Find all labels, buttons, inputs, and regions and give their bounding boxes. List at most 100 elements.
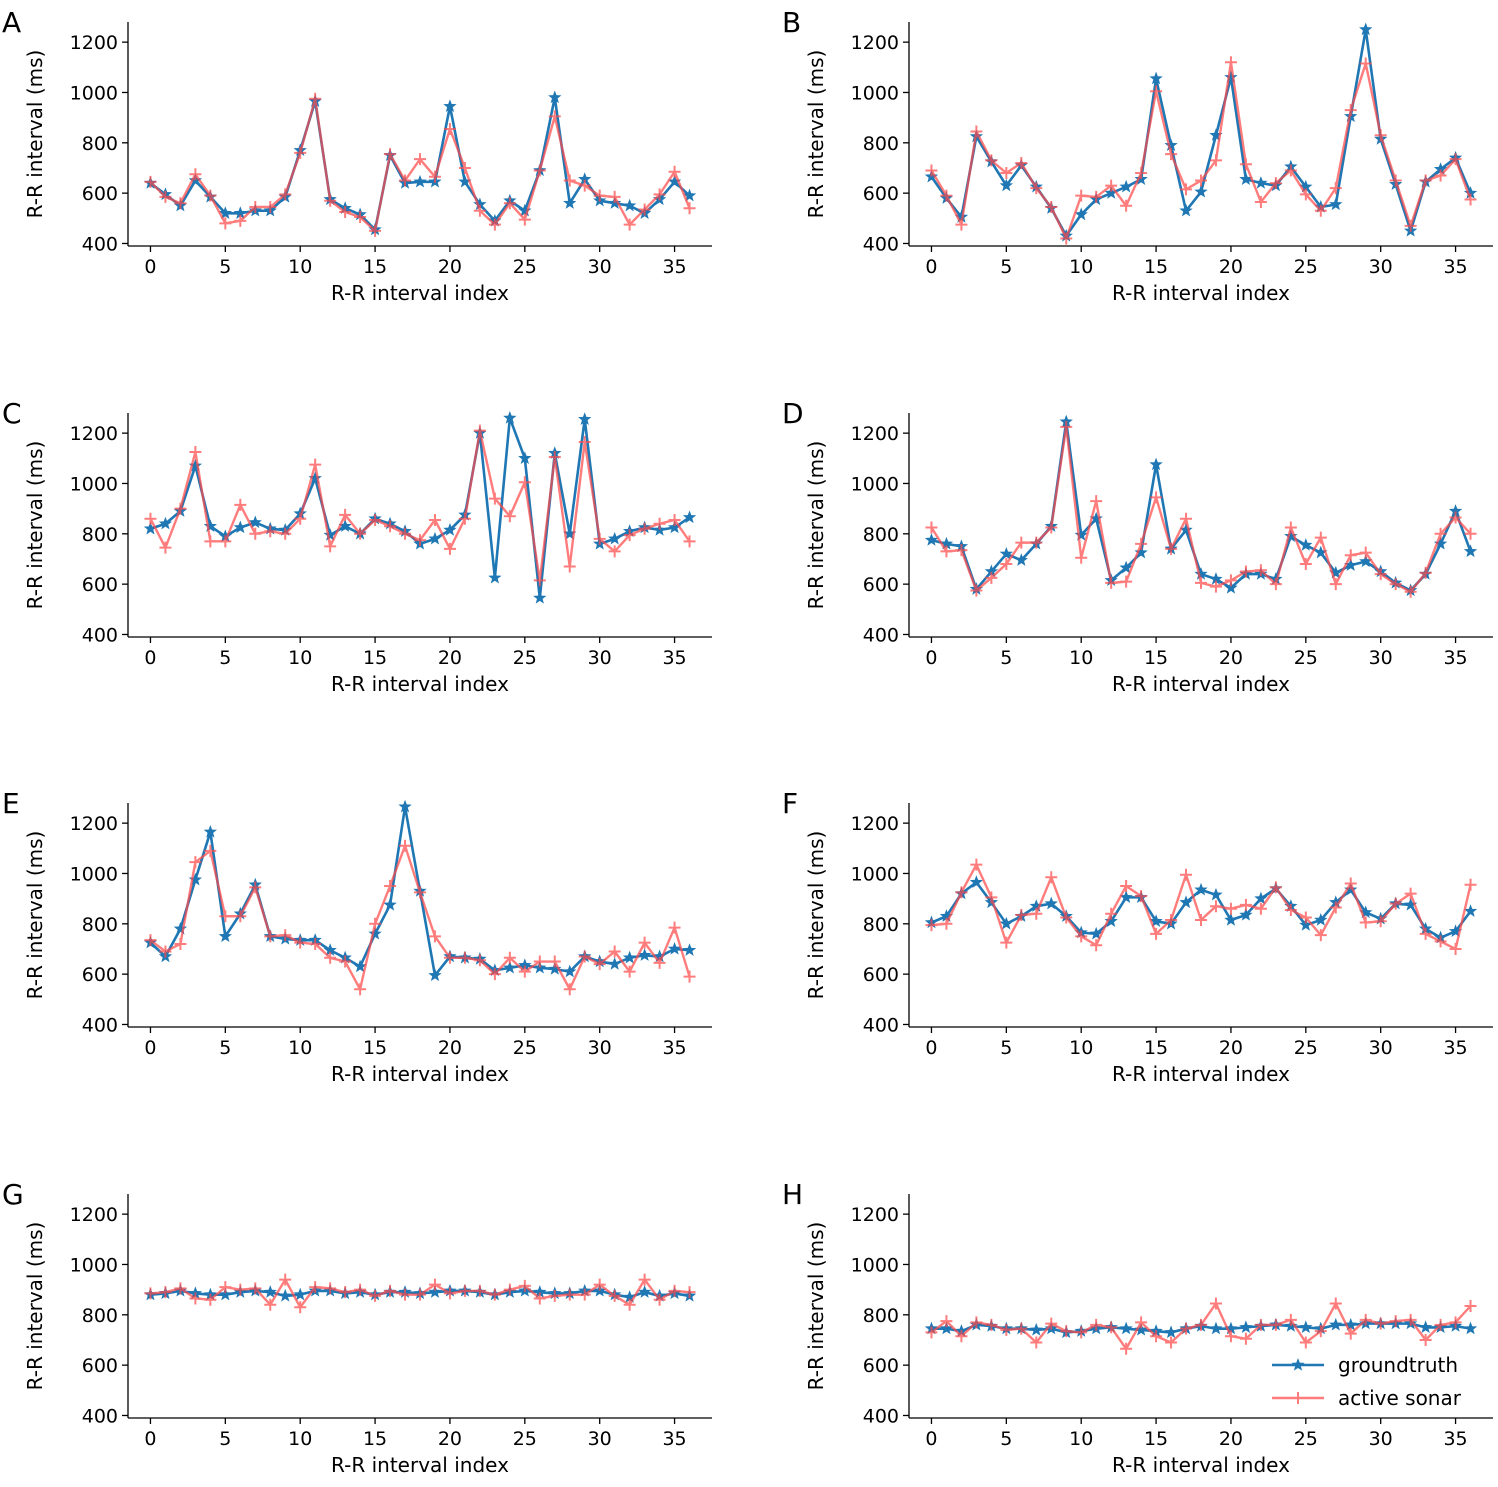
active-sonar-point	[1165, 542, 1178, 555]
groundtruth-line	[150, 416, 691, 600]
active-sonar-point	[683, 970, 696, 983]
active-sonar-point	[970, 584, 983, 597]
active-sonar-point	[683, 1286, 696, 1299]
active-sonar-point	[1374, 915, 1387, 928]
active-sonar-point	[324, 194, 337, 207]
active-sonar-point	[1284, 903, 1297, 916]
x-tick-label: 15	[1144, 256, 1168, 278]
active-sonar-point	[1105, 1321, 1118, 1334]
active-sonar-point	[234, 498, 247, 511]
groundtruth-point	[1149, 914, 1163, 927]
groundtruth-point	[218, 929, 232, 943]
groundtruth-point	[1329, 565, 1343, 579]
series-groundtruth	[143, 411, 697, 604]
groundtruth-point	[473, 197, 487, 211]
active-sonar-point	[1000, 1323, 1013, 1336]
active-sonar-point	[638, 936, 651, 949]
active-sonar-point	[925, 1326, 938, 1339]
groundtruth-point	[533, 1285, 547, 1298]
active-sonar-point	[249, 1282, 262, 1295]
active-sonar-point	[1224, 574, 1237, 587]
groundtruth-point	[1179, 523, 1193, 536]
active-sonar-point	[1075, 551, 1088, 564]
x-tick-label: 0	[144, 647, 156, 669]
active-sonar-point	[1449, 942, 1462, 955]
groundtruth-point	[652, 949, 667, 963]
active-sonar-point	[204, 844, 217, 857]
active-sonar-point	[1449, 153, 1462, 166]
active-sonar-point	[473, 954, 486, 967]
active-sonar-point	[1329, 182, 1342, 195]
active-sonar-point	[144, 175, 157, 188]
active-sonar-point	[1045, 1317, 1058, 1330]
x-tick-label: 0	[925, 1037, 937, 1059]
x-axis-title: R-R interval index	[1112, 672, 1290, 696]
y-tick-label: 800	[82, 524, 118, 546]
x-tick-label: 35	[1443, 1037, 1467, 1059]
x-tick-label: 5	[1000, 1428, 1012, 1450]
active-sonar-point	[638, 203, 651, 216]
x-tick-label: 5	[219, 1428, 231, 1450]
groundtruth-point	[233, 206, 247, 219]
x-tick-label: 15	[1144, 1428, 1168, 1450]
active-sonar-point	[249, 881, 262, 894]
active-sonar-point	[1239, 565, 1252, 578]
groundtruth-point	[1119, 890, 1133, 904]
active-sonar-point	[985, 571, 998, 584]
x-tick-label: 5	[1000, 1037, 1012, 1059]
active-sonar-point	[563, 174, 576, 187]
groundtruth-point	[518, 203, 532, 217]
x-tick-label: 25	[1294, 256, 1318, 278]
active-sonar-point	[399, 527, 412, 540]
active-sonar-point	[1314, 929, 1327, 942]
active-sonar-point	[1374, 568, 1387, 581]
groundtruth-point	[1209, 128, 1223, 141]
groundtruth-point	[1254, 176, 1268, 189]
active-sonar-point	[1209, 580, 1222, 593]
active-sonar-point	[970, 858, 983, 871]
groundtruth-point	[398, 799, 412, 813]
panel-D: D 400 600 800 1000 1200 0 5 10 15 20 25 30 35 R-R inte…	[782, 397, 1493, 696]
active-sonar-point	[458, 951, 471, 964]
groundtruth-point	[984, 564, 999, 578]
x-tick-label: 10	[288, 647, 312, 669]
groundtruth-point	[1433, 162, 1448, 175]
series-active-sonar	[925, 858, 1477, 955]
active-sonar-point	[668, 165, 681, 178]
legend-active-sonar-swatch	[1272, 1392, 1324, 1404]
active-sonar-point	[1120, 199, 1133, 212]
groundtruth-line	[930, 28, 1472, 238]
active-sonar-point	[309, 458, 322, 471]
x-tick-label: 15	[363, 256, 387, 278]
groundtruth-point	[682, 188, 697, 202]
x-tick-label: 20	[438, 647, 462, 669]
groundtruth-point	[278, 1288, 292, 1302]
groundtruth-point	[1299, 179, 1313, 193]
legend-active-sonar-label: active sonar	[1338, 1386, 1462, 1410]
active-sonar-point	[1299, 558, 1312, 571]
active-sonar-point	[1374, 1317, 1387, 1330]
y-axis-title: R-R interval (ms)	[23, 50, 47, 219]
series-active-sonar	[925, 420, 1477, 598]
active-sonar-point	[1150, 85, 1163, 98]
active-sonar-point	[428, 170, 441, 183]
y-tick-label: 1000	[70, 473, 118, 495]
groundtruth-point	[939, 536, 954, 550]
active-sonar-point	[653, 188, 666, 201]
active-sonar-point	[1224, 1330, 1237, 1343]
active-sonar-point	[683, 202, 696, 215]
active-sonar-point	[1389, 897, 1402, 910]
active-sonar-point	[1239, 898, 1252, 911]
active-sonar-point	[1045, 200, 1058, 213]
active-sonar-point	[518, 476, 531, 489]
active-sonar-point	[339, 206, 352, 219]
panel-letter: D	[782, 397, 804, 430]
groundtruth-point	[1239, 908, 1253, 921]
active-sonar-point	[1239, 158, 1252, 171]
active-sonar-point	[1180, 1322, 1193, 1335]
active-sonar-point	[668, 1284, 681, 1297]
active-sonar-point	[369, 1289, 382, 1302]
groundtruth-point	[637, 948, 652, 961]
y-tick-label: 800	[863, 1305, 899, 1327]
x-tick-label: 25	[1294, 1037, 1318, 1059]
